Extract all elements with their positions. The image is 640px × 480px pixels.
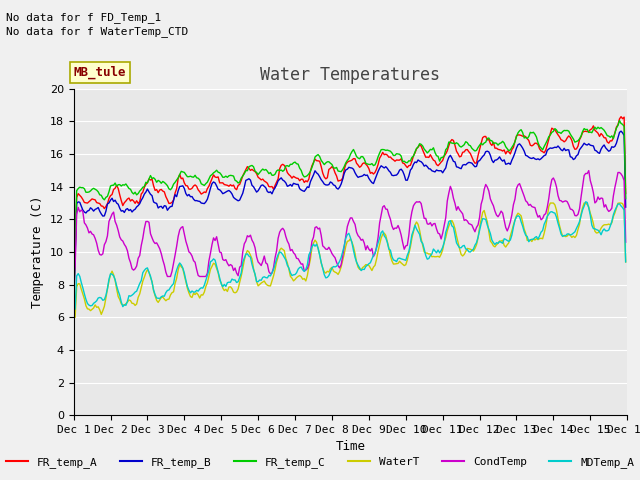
Title: Water Temperatures: Water Temperatures: [260, 66, 440, 84]
Legend: FR_temp_A, FR_temp_B, FR_temp_C, WaterT, CondTemp, MDTemp_A: FR_temp_A, FR_temp_B, FR_temp_C, WaterT,…: [1, 452, 639, 472]
Y-axis label: Temperature (C): Temperature (C): [31, 196, 44, 308]
Text: No data for f WaterTemp_CTD: No data for f WaterTemp_CTD: [6, 26, 189, 37]
X-axis label: Time: Time: [335, 441, 365, 454]
Text: No data for f FD_Temp_1: No data for f FD_Temp_1: [6, 12, 162, 23]
Text: MB_tule: MB_tule: [74, 66, 126, 79]
